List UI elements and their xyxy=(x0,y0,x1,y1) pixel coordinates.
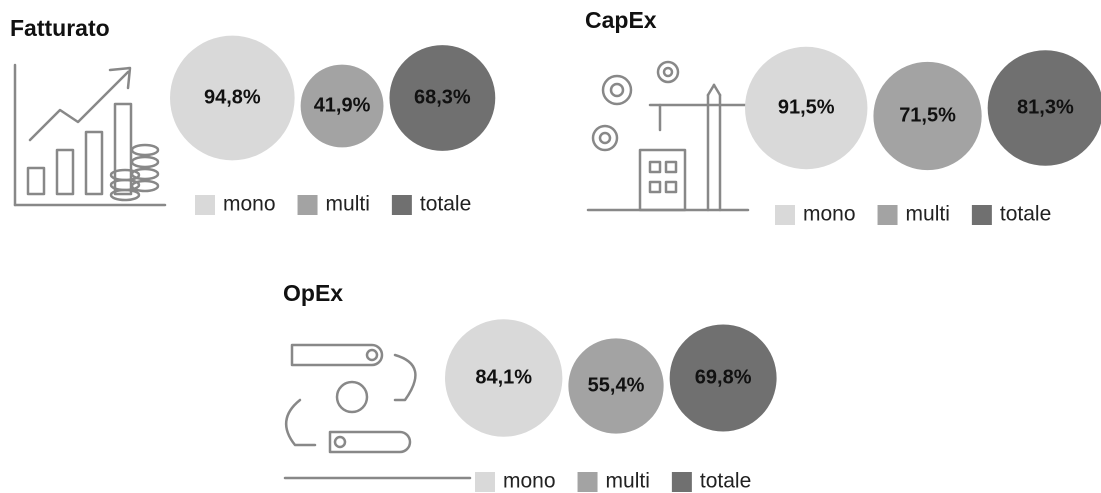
legend-swatch xyxy=(877,205,898,225)
legend-label: mono xyxy=(503,470,556,493)
legend-swatch xyxy=(775,205,795,225)
value-label: 69,8% xyxy=(695,366,752,388)
legend-label: multi xyxy=(606,470,650,493)
chart-title: Fatturato xyxy=(10,15,110,41)
legend-label: mono xyxy=(803,203,856,226)
chart-title: CapEx xyxy=(585,7,657,33)
bubble xyxy=(445,319,563,437)
bubble xyxy=(987,50,1101,166)
value-label: 81,3% xyxy=(1017,96,1074,118)
value-label: 41,9% xyxy=(314,94,371,116)
value-label: 68,3% xyxy=(414,86,471,108)
value-label: 55,4% xyxy=(588,374,645,396)
value-label: 84,1% xyxy=(475,366,532,388)
legend-swatch xyxy=(971,205,992,225)
legend-label: totale xyxy=(700,470,751,493)
bubble xyxy=(873,61,982,171)
revenue-icon xyxy=(13,63,167,207)
opex-icon xyxy=(283,343,472,480)
legend-label: multi xyxy=(326,193,370,216)
legend-label: multi xyxy=(906,203,950,226)
legend-swatch xyxy=(297,195,318,215)
legend-swatch xyxy=(475,472,495,492)
legend-swatch xyxy=(577,472,598,492)
legend-swatch xyxy=(391,195,412,215)
legend-swatch xyxy=(195,195,215,215)
legend-label: mono xyxy=(223,193,276,216)
bubble xyxy=(669,324,777,432)
legend-label: totale xyxy=(1000,203,1051,226)
value-label: 71,5% xyxy=(899,104,956,126)
bubble xyxy=(745,46,868,170)
bubble xyxy=(389,45,496,151)
legend-label: totale xyxy=(420,193,471,216)
value-label: 94,8% xyxy=(204,86,261,108)
bubble xyxy=(170,35,295,161)
value-label: 91,5% xyxy=(778,96,835,118)
legend-swatch xyxy=(671,472,692,492)
bubble xyxy=(568,338,664,434)
bubble xyxy=(300,64,384,148)
chart-title: OpEx xyxy=(283,280,343,306)
capex-icon xyxy=(586,60,750,212)
